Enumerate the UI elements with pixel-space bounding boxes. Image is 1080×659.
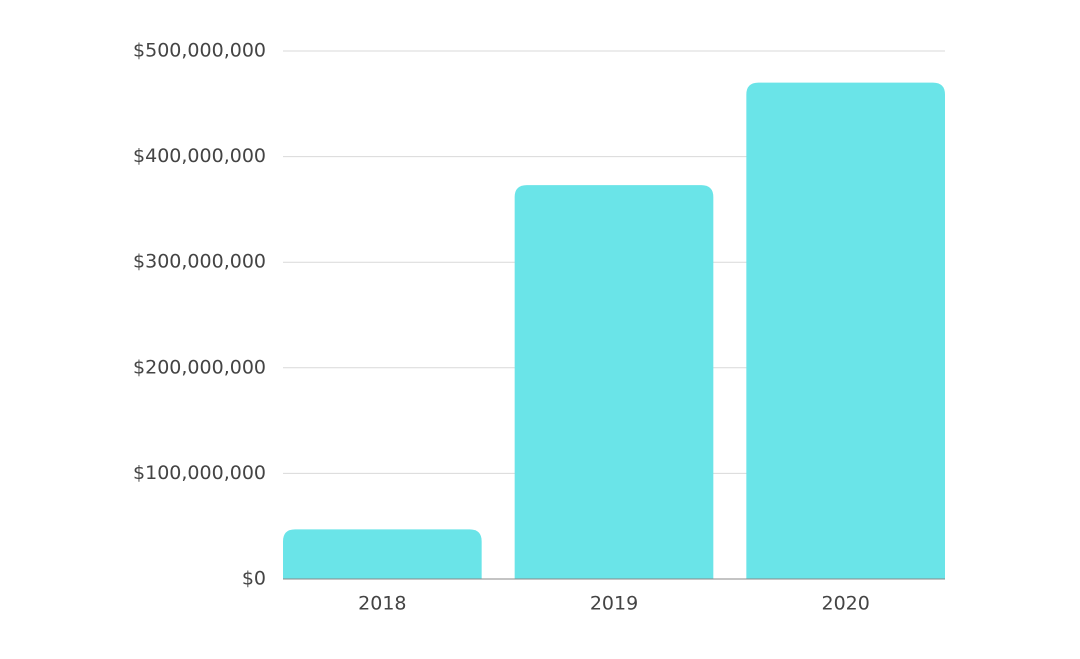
y-tick-label: $300,000,000 [133, 251, 266, 273]
y-tick-label: $0 [242, 568, 266, 590]
y-tick-label: $500,000,000 [133, 40, 266, 62]
bar [746, 82, 945, 580]
bar [514, 185, 714, 579]
bar [283, 529, 482, 579]
x-tick-label: 2019 [590, 593, 638, 615]
y-tick-label: $400,000,000 [133, 145, 266, 167]
y-tick-label: $200,000,000 [133, 356, 266, 378]
x-tick-label: 2018 [358, 593, 406, 615]
x-tick-label: 2020 [821, 593, 869, 615]
y-tick-label: $100,000,000 [133, 462, 266, 484]
